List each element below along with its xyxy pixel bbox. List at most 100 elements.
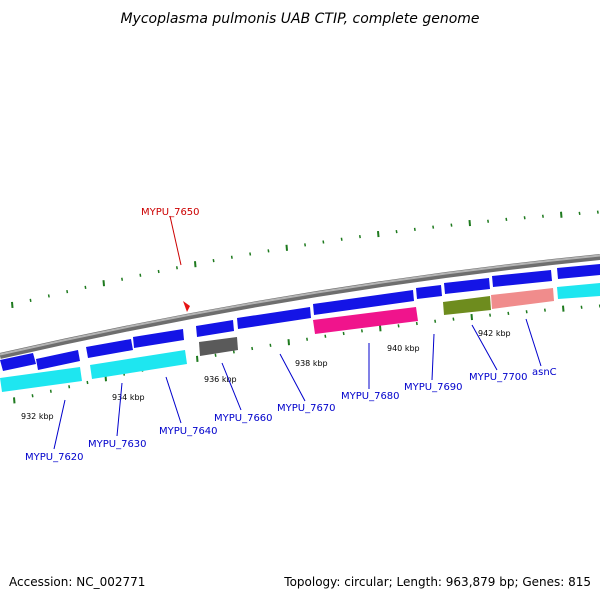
leader-line bbox=[221, 362, 242, 411]
genome-summary-text: Topology: circular; Length: 963,879 bp; … bbox=[283, 575, 591, 589]
gene-arrow bbox=[492, 270, 552, 287]
tick-mark bbox=[269, 343, 272, 347]
gene-block-cyan bbox=[90, 350, 187, 379]
tick-mark bbox=[194, 261, 197, 268]
tick-mark bbox=[541, 214, 544, 218]
tick-mark bbox=[413, 227, 416, 231]
tick-mark bbox=[86, 380, 89, 385]
tick-mark bbox=[102, 280, 105, 287]
tick-mark bbox=[505, 217, 508, 222]
tick-mark bbox=[434, 319, 437, 323]
gene-block-salmon bbox=[491, 288, 554, 309]
outer-tick-ring bbox=[11, 210, 599, 309]
gene-block-magenta bbox=[313, 307, 418, 334]
tick-mark bbox=[29, 298, 32, 303]
tick-mark bbox=[580, 305, 583, 309]
gene-labels: MYPU_7620 MYPU_7630 MYPU_7640 MYPU_7650 … bbox=[25, 207, 557, 463]
kbp-labels: 932 kbp 934 kbp 936 kbp 938 kbp 940 kbp … bbox=[21, 329, 511, 421]
leader-line bbox=[525, 318, 542, 367]
tick-mark bbox=[432, 225, 435, 229]
tick-mark bbox=[450, 223, 453, 227]
tick-mark bbox=[415, 321, 418, 326]
tick-mark bbox=[379, 325, 382, 332]
leader-line bbox=[431, 333, 435, 381]
tick-mark bbox=[267, 249, 270, 253]
accession-text: Accession: NC_002771 bbox=[9, 575, 145, 589]
gene-arrow bbox=[0, 353, 36, 371]
genome-backbone-highlight bbox=[0, 254, 600, 356]
tick-mark bbox=[212, 259, 215, 263]
gene-arrow bbox=[133, 329, 184, 348]
gene-label: MYPU_7700 bbox=[469, 372, 528, 383]
tick-mark bbox=[397, 324, 400, 328]
kbp-label: 938 kbp bbox=[295, 359, 328, 368]
tick-mark bbox=[139, 273, 142, 277]
kbp-label: 934 kbp bbox=[112, 393, 145, 402]
tick-mark bbox=[285, 244, 288, 251]
gene-arrow bbox=[444, 278, 490, 294]
tick-mark bbox=[230, 255, 233, 259]
tick-mark bbox=[360, 329, 363, 333]
gene-label: MYPU_7640 bbox=[159, 426, 218, 437]
tick-mark bbox=[196, 355, 199, 362]
gene-label: MYPU_7660 bbox=[214, 413, 273, 424]
gene-arrow bbox=[557, 264, 600, 279]
tick-mark bbox=[468, 219, 471, 227]
tick-mark bbox=[11, 301, 14, 309]
tick-mark bbox=[543, 308, 546, 312]
leader-line bbox=[165, 376, 182, 424]
gene-label: MYPU_7690 bbox=[404, 382, 463, 393]
tick-mark bbox=[13, 397, 16, 404]
tick-mark bbox=[232, 350, 235, 354]
genome-title: Mycoplasma pulmonis UAB CTIP, complete g… bbox=[120, 11, 479, 27]
tick-mark bbox=[358, 234, 361, 239]
leader-line bbox=[471, 324, 498, 371]
tick-mark bbox=[578, 211, 581, 216]
kbp-label: 936 kbp bbox=[204, 375, 237, 384]
tick-mark bbox=[157, 269, 160, 274]
gene-label: MYPU_7650 bbox=[141, 207, 200, 218]
tick-mark bbox=[306, 337, 309, 341]
tick-mark bbox=[214, 353, 217, 357]
gene-arrow bbox=[36, 350, 80, 370]
tick-mark bbox=[322, 240, 325, 244]
tick-mark bbox=[47, 294, 50, 298]
position-marker bbox=[183, 301, 190, 312]
tick-mark bbox=[84, 285, 87, 289]
gene-label: MYPU_7620 bbox=[25, 452, 84, 463]
gene-arrow bbox=[196, 320, 234, 337]
tick-mark bbox=[562, 305, 565, 312]
leader-line bbox=[53, 399, 66, 450]
gene-label-leaders bbox=[53, 318, 542, 450]
tick-mark bbox=[596, 210, 599, 214]
tick-mark bbox=[31, 394, 34, 398]
genome-backbone bbox=[0, 254, 600, 359]
tick-mark bbox=[507, 311, 510, 316]
tick-mark bbox=[452, 317, 455, 321]
tick-mark bbox=[66, 289, 69, 294]
gene-label: asnC bbox=[532, 367, 557, 378]
tick-mark bbox=[324, 334, 327, 338]
tick-mark bbox=[49, 389, 52, 393]
tick-mark bbox=[525, 310, 528, 314]
gene-block-gray bbox=[199, 337, 238, 356]
tick-mark bbox=[523, 216, 526, 220]
gene-arrow bbox=[416, 285, 442, 299]
leader-line-red bbox=[169, 215, 182, 266]
gene-label: MYPU_7680 bbox=[341, 391, 400, 402]
tick-mark bbox=[304, 243, 307, 247]
tick-mark bbox=[68, 385, 71, 389]
kbp-label: 940 kbp bbox=[387, 344, 420, 353]
tick-mark bbox=[251, 346, 254, 351]
tick-mark bbox=[342, 331, 345, 336]
kbp-label: 932 kbp bbox=[21, 412, 54, 421]
tick-mark bbox=[377, 231, 380, 238]
tick-mark bbox=[249, 252, 252, 256]
tick-mark bbox=[487, 219, 490, 223]
gene-label: MYPU_7630 bbox=[88, 439, 147, 450]
leader-line bbox=[116, 382, 123, 437]
leader-line bbox=[279, 353, 306, 402]
gene-arrow bbox=[86, 339, 133, 358]
gene-block-cyan bbox=[0, 367, 82, 392]
